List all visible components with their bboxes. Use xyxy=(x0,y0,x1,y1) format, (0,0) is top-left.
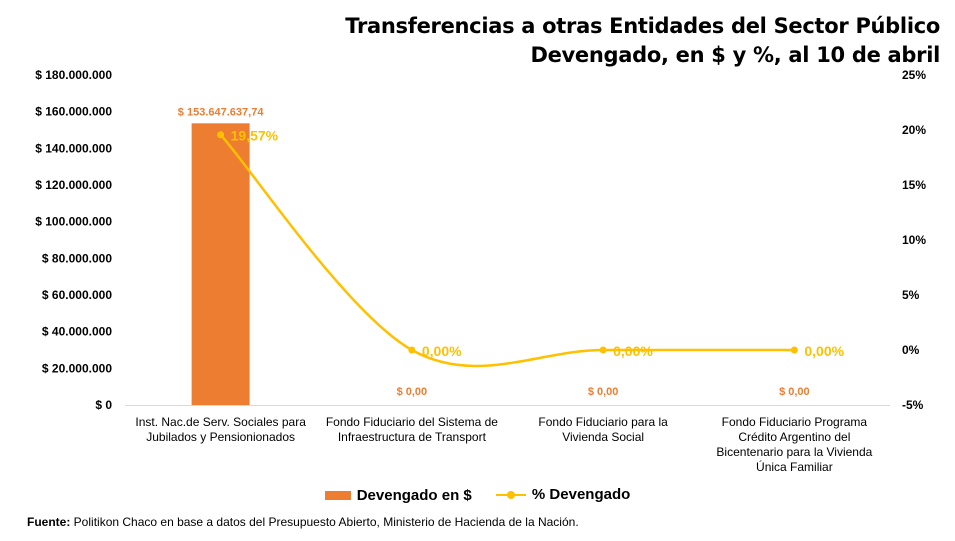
x-category-label: Crédito Argentino del xyxy=(738,430,850,444)
legend-swatch-line xyxy=(495,490,526,500)
bar-data-label: $ 0,00 xyxy=(397,386,428,398)
y-left-tick-label: $ 0 xyxy=(95,398,112,412)
x-category-label: Única Familiar xyxy=(756,459,833,474)
y-right-tick-label: 20% xyxy=(902,123,926,137)
x-category-label: Vivienda Social xyxy=(562,430,644,444)
y-left-tick-label: $ 160.000.000 xyxy=(35,105,112,119)
source-text: Politikon Chaco en base a datos del Pres… xyxy=(70,515,579,529)
legend-item-devengado: Devengado en $ xyxy=(324,486,472,504)
chart-legend: Devengado en $ % Devengado xyxy=(0,486,955,504)
bar-devengado xyxy=(191,123,250,405)
legend-swatch-bar xyxy=(324,490,351,500)
x-category-label: Fondo Fiduciario del Sistema de xyxy=(326,415,498,429)
chart-title-line2: Devengado, en $ y %, al 10 de abril xyxy=(530,43,940,67)
line-data-label: 0,00% xyxy=(804,343,844,359)
x-category-label: Infraestructura de Transport xyxy=(338,430,487,444)
y-left-tick-label: $ 40.000.000 xyxy=(42,325,112,339)
legend-label-percent: % Devengado xyxy=(531,486,631,503)
y-left-tick-label: $ 140.000.000 xyxy=(35,141,112,155)
y-left-tick-label: $ 80.000.000 xyxy=(42,251,112,265)
y-right-tick-label: 15% xyxy=(902,178,926,192)
line-point-percent xyxy=(408,346,416,354)
y-right-tick-label: 5% xyxy=(902,288,920,302)
x-category-label: Fondo Fiduciario Programa xyxy=(722,415,868,429)
y-left-tick-label: $ 60.000.000 xyxy=(42,288,112,302)
legend-label-devengado: Devengado en $ xyxy=(356,486,472,504)
y-right-tick-label: 10% xyxy=(902,233,926,247)
source-note: Fuente: Politikon Chaco en base a datos … xyxy=(27,515,579,529)
y-right-tick-label: 0% xyxy=(902,343,920,357)
legend-item-percent: % Devengado xyxy=(495,486,631,503)
line-percent-devengado xyxy=(219,133,795,368)
source-label: Fuente: xyxy=(27,515,71,529)
bar-data-label: $ 0,00 xyxy=(588,386,619,398)
line-point-percent xyxy=(217,131,225,139)
chart-title: Transferencias a otras Entidades del Sec… xyxy=(345,12,940,70)
y-left-tick-label: $ 20.000.000 xyxy=(42,361,112,375)
y-left-tick-label: $ 100.000.000 xyxy=(35,215,112,229)
line-point-percent xyxy=(599,346,607,354)
y-right-tick-label: 25% xyxy=(902,68,926,82)
x-category-label: Inst. Nac.de Serv. Sociales para xyxy=(135,415,306,429)
bar-data-label: $ 0,00 xyxy=(779,386,810,398)
x-category-label: Jubilados y Pensionionados xyxy=(146,430,295,444)
x-category-label: Fondo Fiduciario para la xyxy=(538,415,668,429)
line-point-percent xyxy=(790,346,798,354)
line-data-label: 19,57% xyxy=(231,128,279,144)
y-left-tick-label: $ 180.000.000 xyxy=(35,68,112,82)
bar-data-label: $ 153.647.637,74 xyxy=(178,106,265,118)
x-category-label: Bicentenario para la Vivienda xyxy=(716,445,872,459)
y-right-tick-label: -5% xyxy=(902,398,924,412)
line-data-label: 0,00% xyxy=(422,343,462,359)
chart-title-line1: Transferencias a otras Entidades del Sec… xyxy=(345,14,940,38)
line-data-label: 0,00% xyxy=(613,343,653,359)
y-left-tick-label: $ 120.000.000 xyxy=(35,178,112,192)
